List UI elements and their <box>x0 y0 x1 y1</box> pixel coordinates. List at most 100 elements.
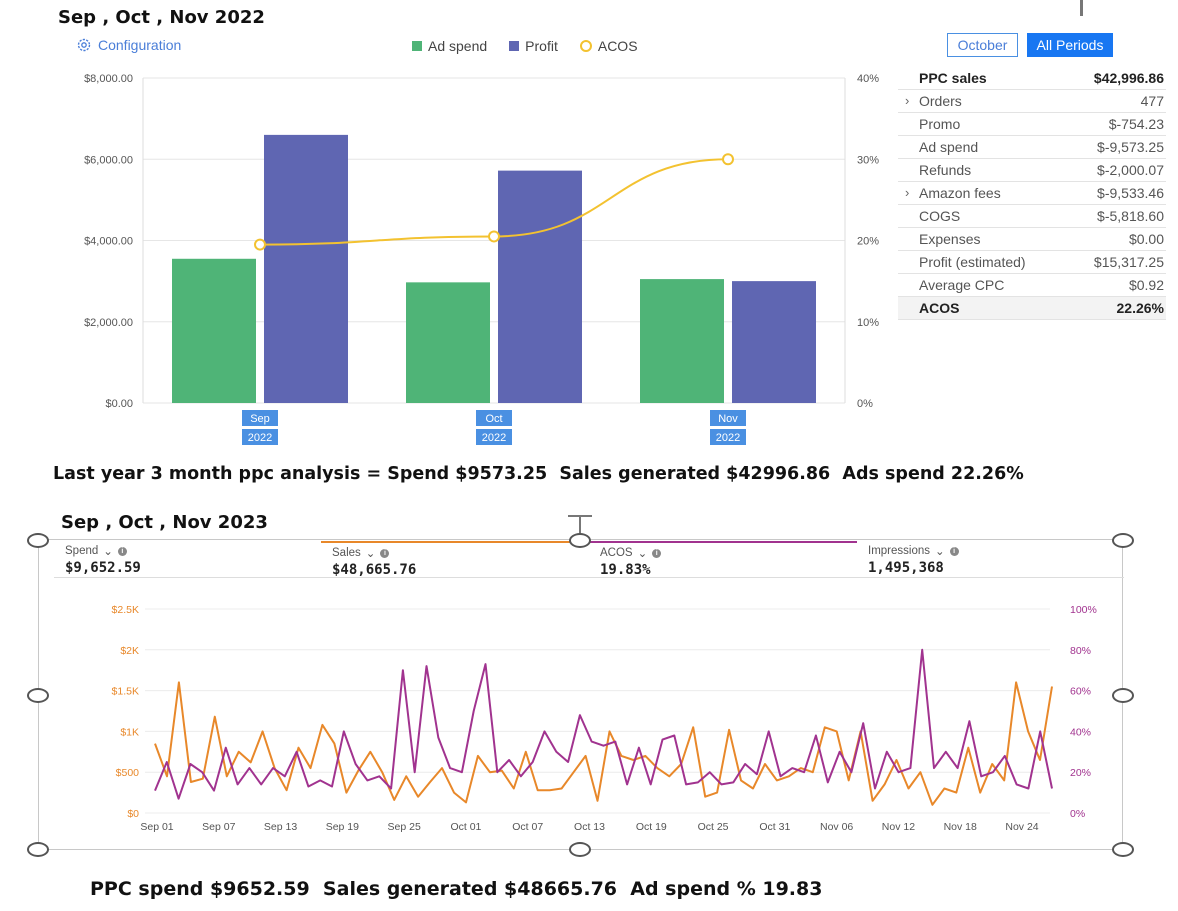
x-tick-label: Nov 06 <box>820 821 853 833</box>
x-year-label: 2022 <box>716 432 740 444</box>
tab-sales-label: Sales <box>332 547 361 559</box>
x-tick-label: Sep 07 <box>202 821 235 833</box>
x-category-label: Sep <box>250 413 270 425</box>
stats-row: ACOS 22.26% <box>898 296 1166 320</box>
acos-swatch <box>579 40 592 52</box>
chevron-right-icon[interactable]: › <box>905 185 910 200</box>
x-category-badge <box>476 410 512 426</box>
info-icon[interactable]: i <box>949 546 959 556</box>
tab-acos-label: ACOS <box>600 547 633 559</box>
stats-value: $15,317.25 <box>1069 250 1166 274</box>
x-category-label: Oct <box>485 413 502 425</box>
info-icon[interactable]: i <box>652 548 662 558</box>
ad-spend-bar <box>406 282 490 403</box>
x-tick-label: Nov 24 <box>1005 821 1038 833</box>
rotate-handle-bar <box>568 515 592 517</box>
acos-point <box>722 153 734 166</box>
y-right-tick-label: 0% <box>1070 808 1085 820</box>
y-left-tick-label: $8,000.00 <box>84 73 133 85</box>
y-left-tick-label: $1.5K <box>112 686 139 698</box>
stats-label-cell: COGS <box>898 204 1070 228</box>
top-summary: Last year 3 month ppc analysis = Spend $… <box>53 464 1024 484</box>
resize-handle-top-right[interactable] <box>1112 533 1134 548</box>
stats-label-cell: Promo <box>898 112 1070 136</box>
resize-handle-middle-left[interactable] <box>27 688 49 703</box>
resize-handle-bottom-left[interactable] <box>27 842 49 857</box>
profit-bar <box>498 170 582 403</box>
stats-table: PPC sales $42,996.86 › Orders 477 Promo $-754.… <box>898 67 1166 320</box>
stats-row: Ad spend $-9,573.25 <box>898 135 1166 159</box>
info-icon[interactable]: i <box>117 546 127 556</box>
chevron-down-icon[interactable]: ⌄ <box>935 546 945 558</box>
x-tick-label: Oct 19 <box>636 821 667 833</box>
stats-row: Expenses $0.00 <box>898 227 1166 251</box>
configuration-link[interactable]: Configuration <box>76 37 181 53</box>
legend-profit[interactable]: Profit <box>509 38 558 54</box>
resize-handle-top-center[interactable] <box>569 533 591 548</box>
october-button[interactable]: October <box>947 33 1018 57</box>
stats-label-cell: Average CPC <box>898 273 1070 297</box>
resize-handle-bottom-center[interactable] <box>569 842 591 857</box>
resize-handle-middle-right[interactable] <box>1112 688 1134 703</box>
stats-label: Expenses <box>919 231 981 247</box>
y-right-tick-label: 40% <box>857 73 879 85</box>
acos-point <box>254 238 266 251</box>
stats-value: $-9,533.46 <box>1069 181 1166 205</box>
chevron-down-icon[interactable]: ⌄ <box>103 546 113 558</box>
x-tick-label: Sep 01 <box>140 821 173 833</box>
scroll-marker <box>1080 0 1083 16</box>
stats-label: Promo <box>919 116 961 132</box>
gear-icon <box>77 38 91 52</box>
stats-value: $42,996.86 <box>1069 67 1166 90</box>
stats-label-cell: Ad spend <box>898 135 1070 159</box>
tab-impressions[interactable]: Impressions ⌄ i 1,495,368 <box>857 541 1124 577</box>
y-right-tick-label: 0% <box>857 398 873 410</box>
chevron-down-icon[interactable]: ⌄ <box>365 548 376 560</box>
stats-value: 22.26% <box>1069 296 1166 320</box>
stats-label: ACOS <box>919 300 960 316</box>
stats-value: $0.00 <box>1069 227 1166 251</box>
legend-acos[interactable]: ACOS <box>579 38 638 54</box>
acos-point <box>488 230 500 243</box>
stats-row[interactable]: › Orders 477 <box>898 89 1166 113</box>
x-category-label: Nov <box>718 413 738 425</box>
stats-label-cell: ACOS <box>898 296 1070 320</box>
y-right-tick-label: 80% <box>1070 645 1091 657</box>
resize-handle-bottom-right[interactable] <box>1112 842 1134 857</box>
stats-row[interactable]: › Amazon fees $-9,533.46 <box>898 181 1166 205</box>
rotate-handle-stem <box>579 517 581 539</box>
y-left-tick-label: $2K <box>120 645 139 657</box>
info-icon[interactable]: i <box>380 548 390 558</box>
y-left-tick-label: $2.5K <box>112 604 139 616</box>
y-left-tick-label: $6,000.00 <box>84 154 133 166</box>
legend-ad-spend[interactable]: Ad spend <box>412 38 487 54</box>
tab-impressions-label: Impressions <box>868 545 930 557</box>
stats-row: COGS $-5,818.60 <box>898 204 1166 228</box>
stats-label: Amazon fees <box>919 185 1001 201</box>
y-left-tick-label: $4,000.00 <box>84 236 133 248</box>
y-right-tick-label: 30% <box>857 154 879 166</box>
stats-row: Promo $-754.23 <box>898 112 1166 136</box>
tab-sales-value: $48,665.76 <box>332 562 417 578</box>
chevron-right-icon[interactable]: › <box>905 93 910 108</box>
all-periods-button[interactable]: All Periods <box>1027 33 1113 57</box>
x-category-badge <box>242 410 278 426</box>
stats-label-cell: › Orders <box>898 89 1070 113</box>
tab-spend[interactable]: Spend ⌄ i $9,652.59 <box>54 541 321 577</box>
ad-spend-bar <box>640 279 724 403</box>
ad-spend-swatch <box>412 41 422 51</box>
tab-acos[interactable]: ACOS ⌄ i 19.83% <box>589 541 857 578</box>
x-year-badge <box>476 429 512 445</box>
stats-label: COGS <box>919 208 961 224</box>
chevron-down-icon[interactable]: ⌄ <box>637 548 648 560</box>
acos-line-2023 <box>154 648 1053 800</box>
y-right-tick-label: 20% <box>1070 767 1091 779</box>
bottom-heading: Sep , Oct , Nov 2023 <box>61 512 268 533</box>
resize-handle-top-left[interactable] <box>27 533 49 548</box>
stats-value: $-5,818.60 <box>1069 204 1166 228</box>
y-left-tick-label: $2,000.00 <box>84 317 133 329</box>
tab-sales[interactable]: Sales ⌄ i $48,665.76 <box>321 541 589 578</box>
y-left-tick-label: $0.00 <box>105 398 133 410</box>
stats-label-cell: Expenses <box>898 227 1070 251</box>
x-year-label: 2022 <box>248 432 272 444</box>
